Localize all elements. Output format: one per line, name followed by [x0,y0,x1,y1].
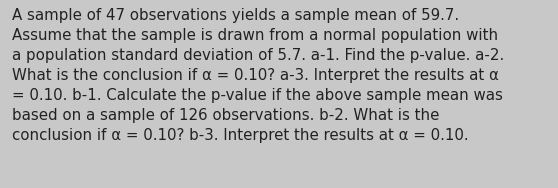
Text: A sample of 47 observations yields a sample mean of 59.7.
Assume that the sample: A sample of 47 observations yields a sam… [12,8,504,143]
